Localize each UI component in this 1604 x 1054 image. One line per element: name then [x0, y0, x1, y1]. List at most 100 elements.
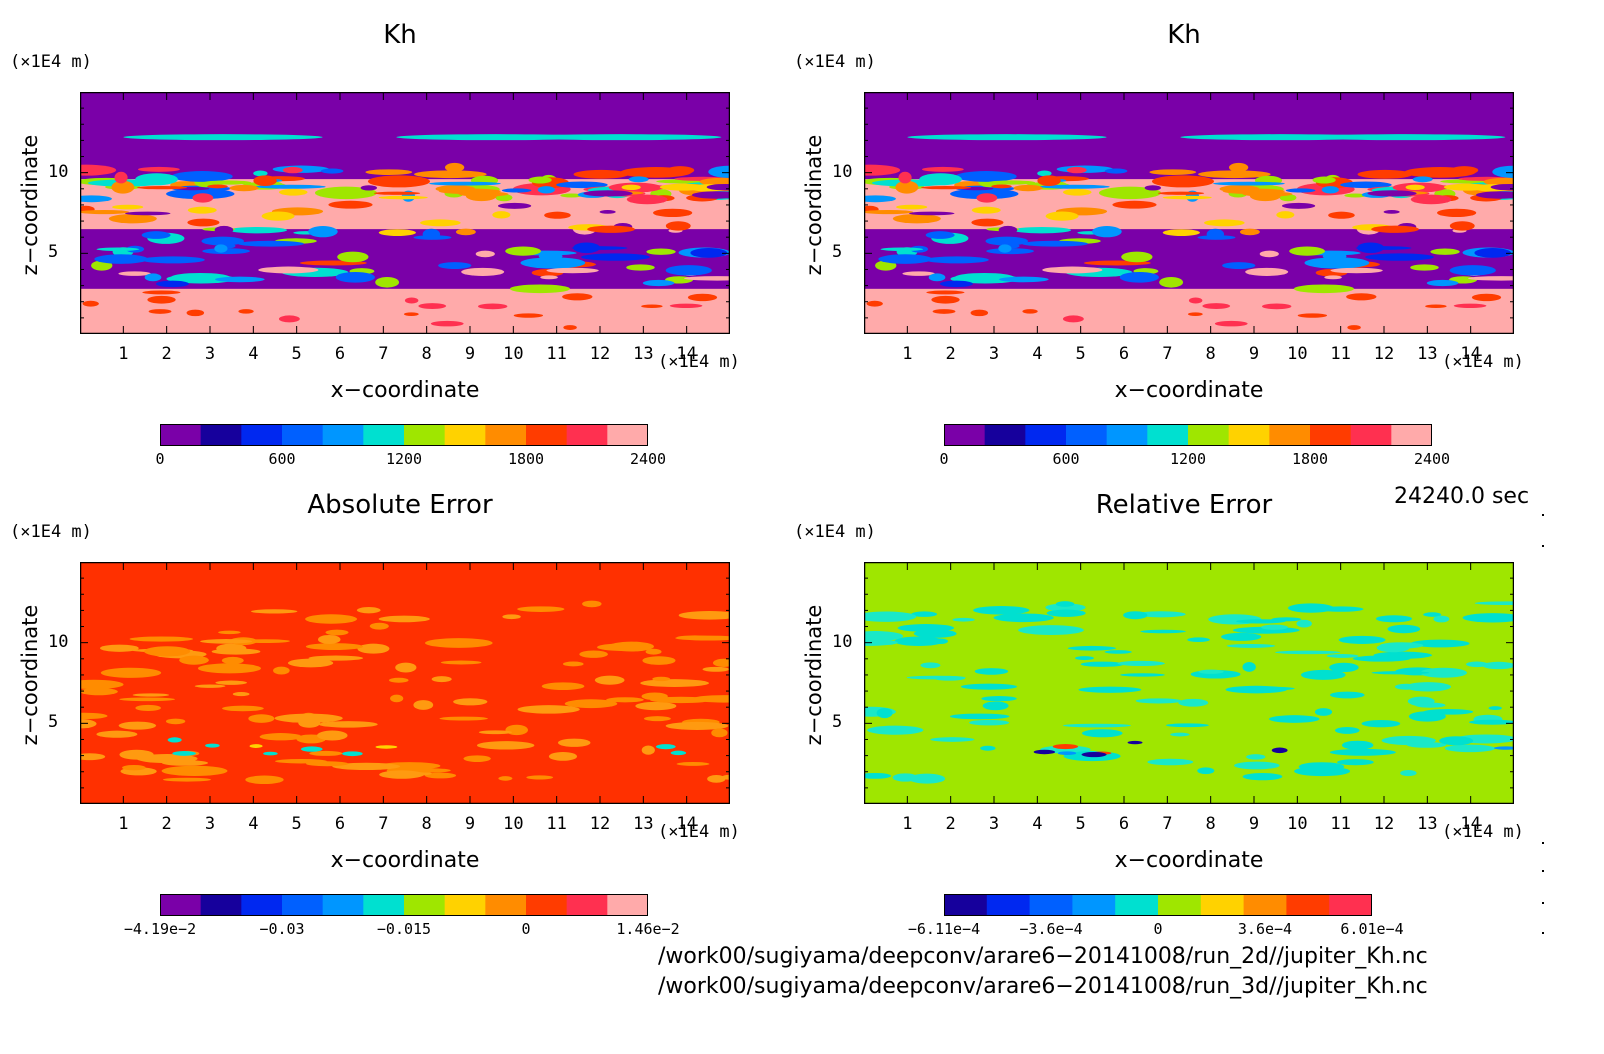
field-blob — [425, 638, 493, 648]
y-axis-label: z−coordinate — [802, 134, 826, 276]
field-blob — [546, 267, 599, 274]
field-blob — [1057, 751, 1077, 756]
dot-marker — [1542, 514, 1544, 516]
colorbar-swatch — [1269, 424, 1311, 446]
field-blob — [982, 701, 1009, 711]
dot-marker — [1542, 545, 1544, 547]
field-blob — [161, 765, 228, 777]
colorbar-swatch — [944, 894, 988, 916]
x-tick-label: 11 — [1330, 814, 1351, 834]
colorbar-swatch — [282, 894, 324, 916]
colorbar-swatch — [1286, 894, 1330, 916]
x-tick-label: 4 — [1032, 814, 1043, 834]
x-unit-label: (×1E4 m) — [658, 352, 740, 372]
field-blob — [1449, 265, 1496, 276]
field-blob — [1104, 650, 1132, 654]
field-blob — [148, 309, 172, 314]
field-blob — [461, 267, 505, 276]
field-blob — [422, 228, 441, 240]
field-blob — [129, 636, 194, 642]
field-blob — [250, 609, 298, 614]
field-blob — [1136, 611, 1186, 618]
field-blob — [1246, 754, 1266, 760]
x-tick-label: 13 — [1417, 344, 1438, 364]
field-blob — [1462, 613, 1514, 623]
field-blob — [305, 614, 358, 624]
field-blob — [1423, 612, 1442, 617]
field-blob — [1483, 177, 1514, 186]
field-blob — [1437, 208, 1477, 218]
colorbar-swatch — [241, 424, 283, 446]
field-blob — [1222, 262, 1256, 269]
field-blob — [1407, 696, 1435, 706]
field-blob — [926, 290, 965, 295]
field-blob — [404, 297, 419, 304]
field-blob — [263, 751, 278, 756]
field-blob — [112, 204, 144, 210]
field-blob — [273, 666, 290, 675]
field-blob — [144, 273, 162, 282]
x-tick-label: 7 — [1162, 814, 1173, 834]
field-blob — [708, 165, 730, 178]
field-blob — [1213, 181, 1285, 186]
x-tick-label: 8 — [421, 344, 432, 364]
field-blob — [186, 309, 205, 317]
field-blob — [925, 231, 955, 239]
field-blob — [1493, 746, 1514, 750]
field-blob — [1121, 251, 1153, 263]
colorbar-tick-label: 3.6e−4 — [1237, 920, 1293, 938]
field-blob — [641, 304, 663, 309]
x-tick-label: 11 — [546, 814, 567, 834]
x-tick-label: 14 — [1460, 344, 1481, 364]
field-blob — [1488, 706, 1502, 711]
field-blob — [1410, 194, 1452, 205]
x-tick-label: 12 — [589, 344, 611, 364]
field-blob — [583, 190, 633, 197]
field-blob — [970, 309, 989, 317]
field-blob — [403, 312, 419, 316]
field-blob — [308, 226, 338, 238]
field-blob — [955, 272, 1014, 282]
colorbar-tick-label: −0.03 — [259, 920, 305, 938]
field-blob — [1236, 619, 1286, 624]
field-blob — [1347, 325, 1361, 330]
y-unit-label: (×1E4 m) — [10, 52, 92, 72]
y-unit-label: (×1E4 m) — [794, 522, 876, 542]
colorbar-swatch — [444, 424, 486, 446]
field-blob — [96, 730, 138, 738]
field-blob — [1341, 740, 1374, 750]
field-blob — [1045, 603, 1086, 612]
field-blob — [1037, 170, 1052, 177]
field-blob — [1144, 185, 1162, 191]
field-blob — [475, 250, 495, 258]
field-blob — [282, 166, 303, 174]
field-blob — [1365, 253, 1434, 261]
panel-kh-2d: Kh (×1E4 m) z−coordinate 5 10 (×1E4 m) x… — [0, 0, 800, 490]
colorbar — [160, 894, 648, 916]
colorbar-swatch — [984, 424, 1026, 446]
field-blob — [287, 658, 334, 668]
x-tick-label: 1 — [118, 344, 129, 364]
colorbar-swatch — [526, 894, 568, 916]
x-tick-label: 9 — [464, 344, 476, 364]
field-blob — [132, 693, 170, 697]
colorbar-tick-label: 0 — [521, 920, 531, 938]
field-blob — [902, 271, 935, 276]
field-blob — [1170, 732, 1190, 737]
field-blob — [896, 204, 928, 210]
field-blob — [971, 218, 1004, 227]
field-blob — [413, 700, 434, 710]
field-blob — [1492, 165, 1514, 178]
field-blob — [1420, 667, 1468, 678]
field-blob — [1344, 193, 1367, 198]
plot-frame — [864, 92, 1514, 334]
field-blob — [458, 191, 509, 197]
y-tick-10: 10 — [48, 632, 69, 652]
x-unit-label: (×1E4 m) — [658, 822, 740, 842]
field-blob — [894, 636, 944, 646]
colorbar-swatch — [607, 894, 648, 916]
field-blob — [325, 629, 349, 636]
field-blob — [1052, 744, 1079, 750]
field-blob — [1037, 175, 1061, 187]
colorbar-tick-label: −4.19e−2 — [123, 920, 197, 938]
